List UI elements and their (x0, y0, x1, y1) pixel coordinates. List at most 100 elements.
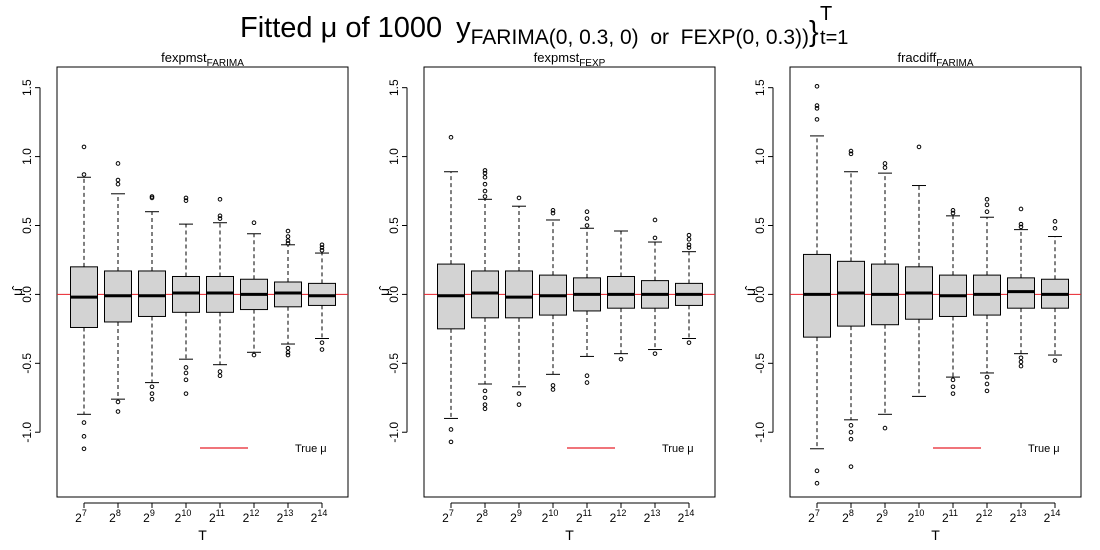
outlier (1018, 355, 1024, 361)
x-tick-exponent: 11 (949, 508, 958, 518)
x-tick-base: 2 (243, 511, 250, 525)
outlier (217, 197, 223, 202)
x-tick-label: 27 (75, 508, 87, 525)
x-tick-base: 2 (542, 511, 549, 525)
x-tick-label: 214 (678, 508, 695, 525)
outlier (848, 151, 854, 157)
outlier (183, 198, 189, 203)
x-tick-exponent: 13 (1016, 508, 1026, 518)
outlier (183, 365, 189, 370)
y-tick-label: -1.0 (387, 422, 401, 443)
outlier (81, 420, 87, 425)
x-tick-label: 213 (1010, 508, 1027, 525)
x-tick-base: 2 (678, 511, 685, 525)
outlier (319, 248, 325, 253)
x-tick-exponent: 12 (249, 508, 259, 518)
outlier (183, 377, 189, 383)
x-tick-label: 211 (942, 508, 958, 525)
title-symbol: y (456, 12, 471, 44)
outlier (848, 436, 854, 442)
x-tick-label: 213 (644, 508, 661, 525)
outlier (482, 168, 488, 173)
x-tick-base: 2 (1044, 511, 1051, 525)
y-axis-label: μ̂ (376, 285, 392, 296)
x-tick-exponent: 10 (914, 508, 924, 518)
panel-title-subscript: FARIMA (207, 58, 245, 69)
panel-title-subscript: FEXP (579, 58, 605, 69)
x-tick-label: 213 (277, 508, 294, 525)
y-tick-label: 1.5 (387, 79, 401, 96)
x-tick-label: 214 (311, 508, 328, 525)
outlier (882, 161, 888, 166)
x-tick-label: 214 (1044, 508, 1061, 525)
y-tick-label: 1.0 (387, 148, 401, 165)
x-tick-exponent: 14 (317, 508, 327, 518)
x-tick-exponent: 13 (283, 508, 293, 518)
outlier (183, 391, 189, 396)
x-tick-base: 2 (576, 511, 583, 525)
outlier (115, 181, 121, 187)
plot-frame (789, 66, 1082, 498)
x-tick-exponent: 7 (449, 508, 454, 518)
y-tick-label: 1.5 (20, 79, 34, 96)
x-tick-base: 2 (209, 511, 216, 525)
outlier (448, 134, 454, 140)
outlier (1018, 363, 1024, 369)
panel-title-subscript: FARIMA (936, 58, 974, 69)
outlier (482, 406, 488, 412)
outlier (1018, 221, 1024, 227)
outlier (618, 356, 624, 362)
outlier (1018, 224, 1024, 230)
outlier (251, 220, 257, 226)
x-tick-exponent: 9 (883, 508, 888, 518)
outlier (984, 197, 990, 202)
outlier (584, 223, 590, 228)
outlier (448, 427, 454, 432)
outlier (652, 235, 658, 241)
x-tick-label: 28 (476, 508, 488, 525)
outlier (848, 464, 854, 469)
outlier (950, 377, 956, 383)
x-tick-exponent: 11 (583, 508, 592, 518)
legend-label: True μ (295, 443, 327, 455)
outlier (686, 245, 692, 250)
outlier (950, 384, 956, 390)
outlier (652, 351, 658, 356)
y-tick-label: -0.5 (20, 353, 34, 374)
x-tick-base: 2 (277, 511, 284, 525)
x-tick-exponent: 13 (650, 508, 660, 518)
outlier (516, 195, 522, 201)
x-tick-base: 2 (644, 511, 651, 525)
outlier (183, 370, 189, 376)
outlier (482, 194, 488, 199)
outlier (482, 170, 488, 176)
outlier (115, 161, 121, 166)
outlier (1052, 225, 1058, 231)
outlier (285, 345, 291, 351)
panel-title-text: fexpmst (534, 50, 580, 65)
panel-title-text: fexpmst (161, 50, 207, 65)
box (607, 275, 635, 309)
outlier (652, 217, 658, 223)
title-brace: } (809, 16, 819, 48)
outlier (285, 238, 291, 243)
panel-title: fexpmstFEXP (534, 50, 606, 69)
x-tick-exponent: 10 (548, 508, 558, 518)
legend-label: True μ (1028, 443, 1060, 455)
outlier (319, 347, 325, 352)
outlier (149, 384, 155, 390)
outlier (482, 181, 488, 187)
x-tick-base: 2 (143, 511, 150, 525)
outlier (319, 340, 325, 345)
outlier (950, 391, 956, 396)
outlier (1052, 219, 1058, 224)
x-tick-label: 27 (808, 508, 820, 525)
outlier (516, 391, 522, 396)
y-tick-label: -1.0 (20, 422, 34, 443)
outlier (251, 352, 257, 358)
outlier (516, 402, 522, 407)
x-tick-exponent: 7 (82, 508, 87, 518)
x-tick-label: 210 (908, 508, 925, 525)
outlier (814, 83, 820, 89)
